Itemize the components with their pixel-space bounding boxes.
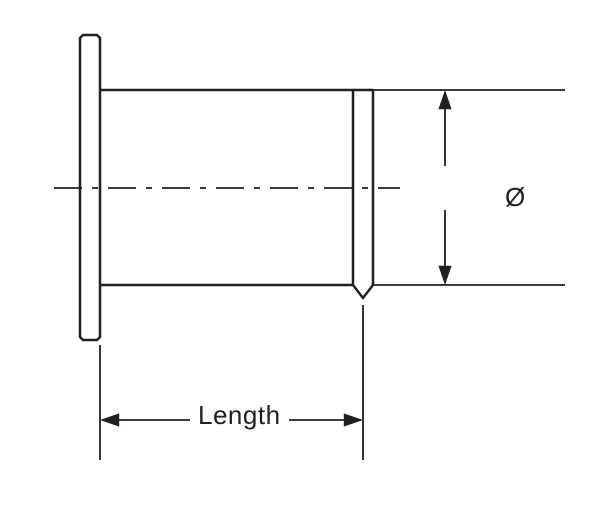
diameter-label: Ø bbox=[505, 182, 526, 213]
technical-drawing bbox=[0, 0, 608, 530]
length-label: Length bbox=[190, 400, 289, 431]
